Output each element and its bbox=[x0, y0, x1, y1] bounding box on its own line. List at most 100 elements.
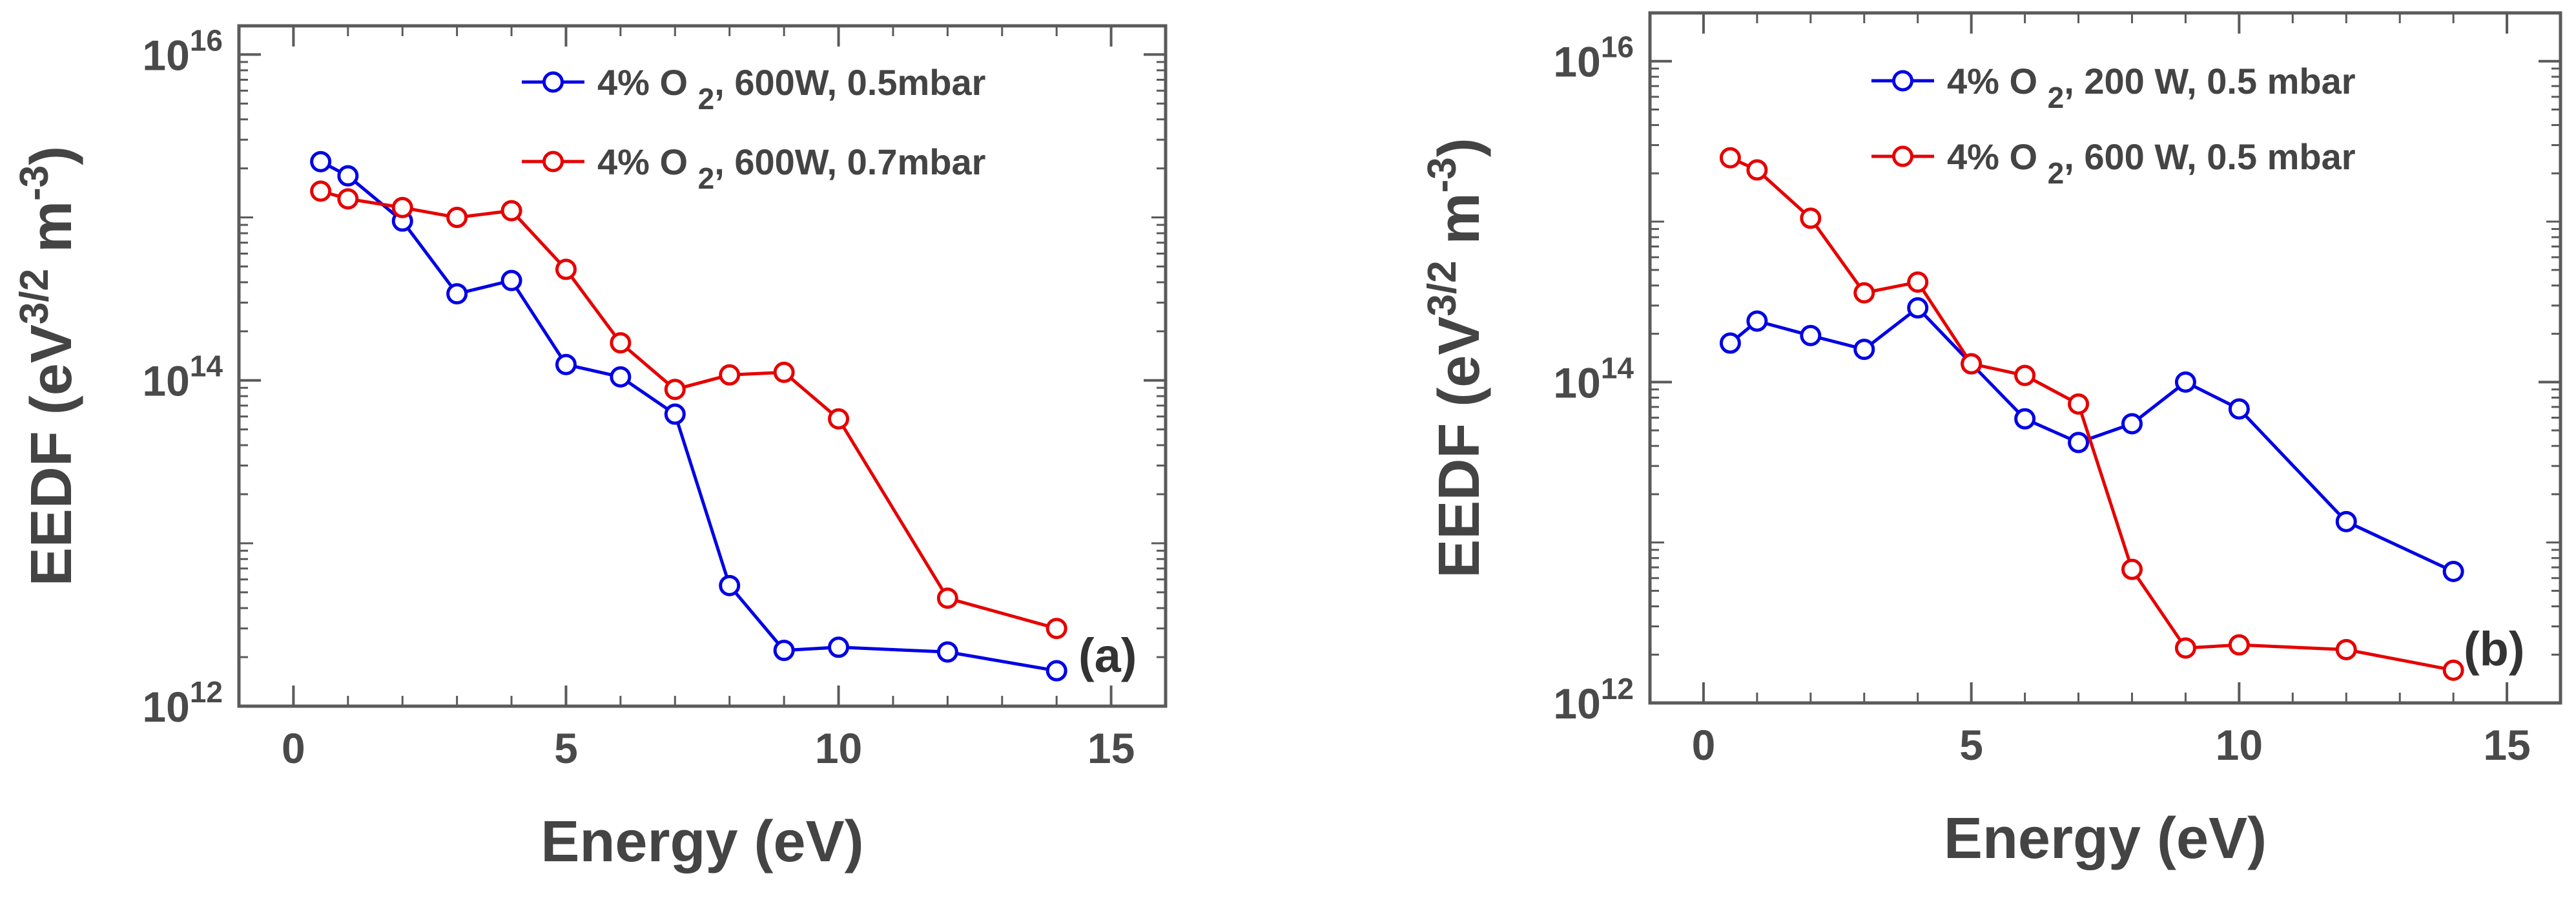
data-point bbox=[500, 200, 522, 222]
data-point bbox=[2335, 510, 2357, 532]
data-point bbox=[446, 283, 468, 305]
y-title-superscript: -3 bbox=[1420, 157, 1465, 193]
legend-label: 4% O 2, 600W, 0.7mbar bbox=[597, 141, 985, 195]
y-tick-label: 1014 bbox=[1553, 351, 1634, 406]
data-point bbox=[610, 332, 632, 354]
y-tick-base: 10 bbox=[142, 31, 189, 79]
data-point bbox=[2121, 558, 2143, 580]
data-point bbox=[2174, 637, 2196, 659]
legend-label-post: , 600W, 0.5mbar bbox=[714, 62, 985, 103]
data-point bbox=[1907, 271, 1929, 293]
x-tick-label: 10 bbox=[2216, 721, 2263, 769]
data-point bbox=[2014, 408, 2036, 430]
data-point bbox=[773, 361, 795, 383]
panel-label: (a) bbox=[1078, 629, 1137, 682]
data-point bbox=[2174, 371, 2196, 393]
legend-label-subscript: 2 bbox=[698, 162, 715, 195]
data-point bbox=[2228, 634, 2250, 656]
legend-label-subscript: 2 bbox=[2048, 81, 2065, 114]
y-tick-exponent: 14 bbox=[190, 350, 223, 383]
x-tick-label: 5 bbox=[554, 724, 578, 772]
data-point bbox=[391, 196, 413, 218]
data-point bbox=[2014, 364, 2036, 386]
data-point bbox=[2068, 432, 2090, 454]
data-point bbox=[2068, 393, 2090, 415]
legend-marker bbox=[542, 71, 564, 93]
data-point bbox=[936, 641, 958, 663]
data-point bbox=[2228, 398, 2250, 420]
data-point bbox=[1853, 339, 1875, 361]
y-title-end: ) bbox=[1427, 138, 1492, 157]
data-point bbox=[2442, 560, 2464, 582]
x-tick-label: 10 bbox=[815, 724, 862, 772]
x-tick-label: 0 bbox=[282, 724, 305, 772]
data-point bbox=[337, 165, 359, 187]
y-tick-exponent: 12 bbox=[1601, 672, 1634, 706]
legend-entry: 4% O 2, 600W, 0.7mbar bbox=[522, 141, 985, 195]
y-tick-label: 1016 bbox=[1553, 30, 1634, 86]
y-title-unit: m bbox=[1427, 193, 1492, 260]
data-point bbox=[936, 587, 958, 609]
data-point bbox=[2335, 638, 2357, 660]
y-tick-label: 1012 bbox=[1553, 672, 1634, 727]
y-tick-exponent: 14 bbox=[1601, 351, 1634, 384]
y-tick-exponent: 12 bbox=[190, 675, 223, 709]
x-tick-label: 0 bbox=[1692, 721, 1716, 769]
data-point bbox=[828, 408, 850, 430]
legend-entry: 4% O 2, 200 W, 0.5 mbar bbox=[1871, 61, 2356, 114]
data-point bbox=[1046, 618, 1067, 640]
y-tick-label: 1016 bbox=[142, 23, 223, 79]
x-tick-label: 15 bbox=[2483, 721, 2530, 769]
legend-label: 4% O 2, 200 W, 0.5 mbar bbox=[1947, 61, 2356, 114]
x-tick-label: 5 bbox=[1959, 721, 1983, 769]
data-point bbox=[1800, 207, 1822, 229]
legend-marker bbox=[1892, 145, 1913, 167]
data-point bbox=[337, 188, 359, 210]
y-tick-exponent: 16 bbox=[190, 23, 223, 57]
y-title-superscript: 3/2 bbox=[1420, 260, 1465, 316]
data-point bbox=[664, 403, 686, 425]
legend-label-pre: 4% O bbox=[597, 141, 698, 182]
legend-entry: 4% O 2, 600W, 0.5mbar bbox=[522, 62, 985, 116]
legend-label-post: , 600W, 0.7mbar bbox=[714, 141, 985, 182]
x-tick-label: 15 bbox=[1087, 724, 1135, 772]
data-point bbox=[719, 574, 741, 596]
x-axis-title: Energy (eV) bbox=[1944, 806, 2267, 871]
data-point bbox=[2442, 659, 2464, 681]
y-tick-base: 10 bbox=[1553, 359, 1600, 406]
plot-frame bbox=[237, 24, 1168, 708]
x-axis: 0 5 10 15 bbox=[1649, 13, 2562, 769]
data-point bbox=[828, 636, 850, 658]
y-axis-title: EEDF (eV3/2 m-3) bbox=[12, 146, 84, 586]
y-tick-base: 10 bbox=[142, 357, 189, 405]
y-title-superscript: -3 bbox=[12, 165, 57, 201]
series-blue bbox=[1719, 297, 2464, 582]
data-point bbox=[500, 269, 522, 291]
y-tick-exponent: 16 bbox=[1601, 30, 1634, 64]
data-point bbox=[1853, 282, 1875, 304]
series-red bbox=[1719, 147, 2464, 681]
data-point bbox=[1907, 297, 1929, 319]
y-title-unit: m bbox=[19, 201, 84, 269]
y-tick-label: 1014 bbox=[142, 350, 223, 405]
data-point bbox=[664, 379, 686, 401]
y-title-superscript: 3/2 bbox=[12, 269, 57, 324]
y-tick-base: 10 bbox=[1553, 680, 1600, 727]
data-point bbox=[773, 640, 795, 662]
panel-label: (b) bbox=[2464, 622, 2525, 676]
legend-marker bbox=[1892, 70, 1913, 92]
y-title-end: ) bbox=[19, 146, 84, 165]
legend-label: 4% O 2, 600W, 0.5mbar bbox=[597, 62, 985, 116]
y-title-main: EEDF (eV bbox=[19, 324, 84, 586]
legend-label-pre: 4% O bbox=[1947, 61, 2048, 101]
x-axis-title: Energy (eV) bbox=[541, 810, 863, 874]
data-point bbox=[446, 207, 468, 229]
data-point bbox=[555, 258, 577, 280]
y-title-main: EEDF (eV bbox=[1427, 317, 1492, 578]
series-red bbox=[310, 180, 1067, 640]
plot-frame bbox=[1648, 11, 2562, 705]
